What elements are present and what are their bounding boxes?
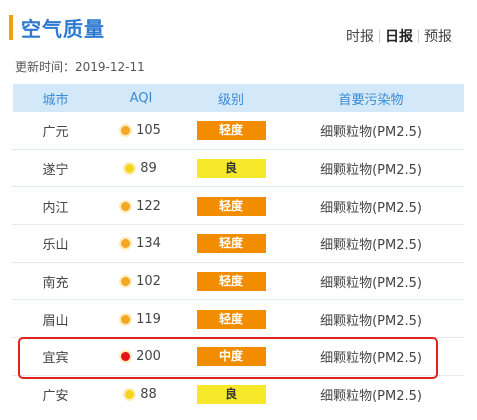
air-quality-table: 城市 AQI 级别 首要污染物 广元 105 轻度 细颗粒物(PM2.5) 遂宁 89 良细… — [13, 84, 464, 414]
aqi-dot-icon — [125, 390, 135, 400]
aqi-cell: 119 — [98, 312, 184, 327]
aqi-value: 200 — [136, 349, 161, 365]
aqi-dot-icon — [121, 126, 131, 136]
level-cell: 轻度 — [184, 309, 278, 329]
level-cell: 轻度 — [184, 234, 278, 254]
pollutant: 细颗粒物(PM2.5) — [320, 200, 422, 216]
report-tabs: 时报 日报 预报 — [341, 26, 457, 46]
level-badge: 轻度 — [196, 234, 266, 254]
page-title: 空气质量 — [21, 17, 105, 41]
city-name: 乐山 — [42, 238, 69, 254]
aqi-cell: 122 — [98, 199, 184, 214]
city-name: 广元 — [42, 125, 69, 141]
table-row: 内江 122 轻度 细颗粒物(PM2.5) — [13, 187, 464, 225]
pollutant: 细颗粒物(PM2.5) — [320, 238, 422, 254]
tab-daily-report[interactable]: 日报 — [385, 29, 413, 45]
city-name: 南充 — [42, 276, 69, 292]
column-header-aqi: AQI — [129, 90, 153, 106]
aqi-value: 134 — [136, 236, 161, 252]
aqi-value: 102 — [136, 274, 161, 290]
level-badge: 轻度 — [196, 309, 266, 329]
pollutant: 细颗粒物(PM2.5) — [320, 276, 422, 292]
column-header-city: 城市 — [42, 92, 69, 108]
aqi-dot-icon — [121, 239, 131, 249]
aqi-dot-icon — [121, 277, 131, 287]
pollutant: 细颗粒物(PM2.5) — [320, 389, 422, 405]
city-name: 内江 — [42, 200, 69, 216]
aqi-value: 88 — [140, 387, 157, 403]
aqi-cell: 102 — [98, 274, 184, 289]
update-time: 更新时间：2019-12-11 — [15, 60, 145, 74]
aqi-cell: 134 — [98, 236, 184, 251]
aqi-cell: 200 — [98, 349, 184, 364]
aqi-dot-icon — [121, 201, 131, 211]
aqi-dot-icon — [121, 352, 131, 362]
tab-hourly-report[interactable]: 时报 — [346, 29, 374, 45]
title-accent-bar — [9, 15, 13, 40]
table-body: 广元 105 轻度 细颗粒物(PM2.5) 遂宁 89 良细颗粒物(PM2.5) 内江 122 轻… — [13, 112, 464, 414]
tab-divider — [379, 29, 380, 43]
level-badge: 良 — [196, 159, 266, 179]
aqi-value: 122 — [136, 198, 161, 214]
column-header-level: 级别 — [217, 92, 244, 108]
level-badge: 轻度 — [196, 121, 266, 141]
page-header: 空气质量 — [9, 13, 105, 42]
aqi-value: 105 — [136, 123, 161, 139]
aqi-cell: 105 — [98, 123, 184, 138]
city-name: 遂宁 — [42, 163, 69, 179]
level-badge: 良 — [196, 385, 266, 405]
level-badge: 轻度 — [196, 272, 266, 292]
aqi-cell: 88 — [98, 387, 184, 402]
table-header: 城市 AQI 级别 首要污染物 — [13, 84, 464, 112]
table-row: 南充 102 轻度 细颗粒物(PM2.5) — [13, 263, 464, 301]
level-cell: 良 — [184, 385, 278, 405]
table-row: 广安 88 良 细颗粒物(PM2.5) — [13, 376, 464, 414]
aqi-value: 119 — [136, 311, 161, 327]
pollutant: 细颗粒物(PM2.5) — [320, 125, 422, 141]
pollutant: 细颗粒物(PM2.5) — [320, 351, 422, 367]
pollutant: 细颗粒物(PM2.5) — [320, 163, 422, 179]
level-cell: 轻度 — [184, 272, 278, 292]
tab-divider — [418, 29, 419, 43]
aqi-value: 89 — [140, 161, 157, 177]
level-cell: 轻度 — [184, 196, 278, 216]
city-name: 宜宾 — [42, 351, 69, 367]
table-row: 眉山 119 轻度 细颗粒物(PM2.5) — [13, 300, 464, 338]
city-name: 眉山 — [42, 313, 69, 329]
column-header-pollutant: 首要污染物 — [338, 92, 404, 108]
city-name: 广安 — [42, 389, 69, 405]
table-row: 宜宾 200 中度 细颗粒物(PM2.5) — [13, 338, 464, 376]
table-row: 遂宁 89 良 细颗粒物(PM2.5) — [13, 150, 464, 188]
tab-forecast[interactable]: 预报 — [424, 29, 452, 45]
level-badge: 轻度 — [196, 196, 266, 216]
table-row: 广元 105 轻度 细颗粒物(PM2.5) — [13, 112, 464, 150]
aqi-dot-icon — [125, 164, 135, 174]
level-cell: 轻度 — [184, 121, 278, 141]
level-cell: 良 — [184, 159, 278, 179]
aqi-cell: 89 — [98, 161, 184, 176]
pollutant: 细颗粒物(PM2.5) — [320, 313, 422, 329]
table-row: 乐山 134 轻度 细颗粒物(PM2.5) — [13, 225, 464, 263]
level-badge: 中度 — [196, 347, 266, 367]
level-cell: 中度 — [184, 347, 278, 367]
aqi-dot-icon — [121, 314, 131, 324]
